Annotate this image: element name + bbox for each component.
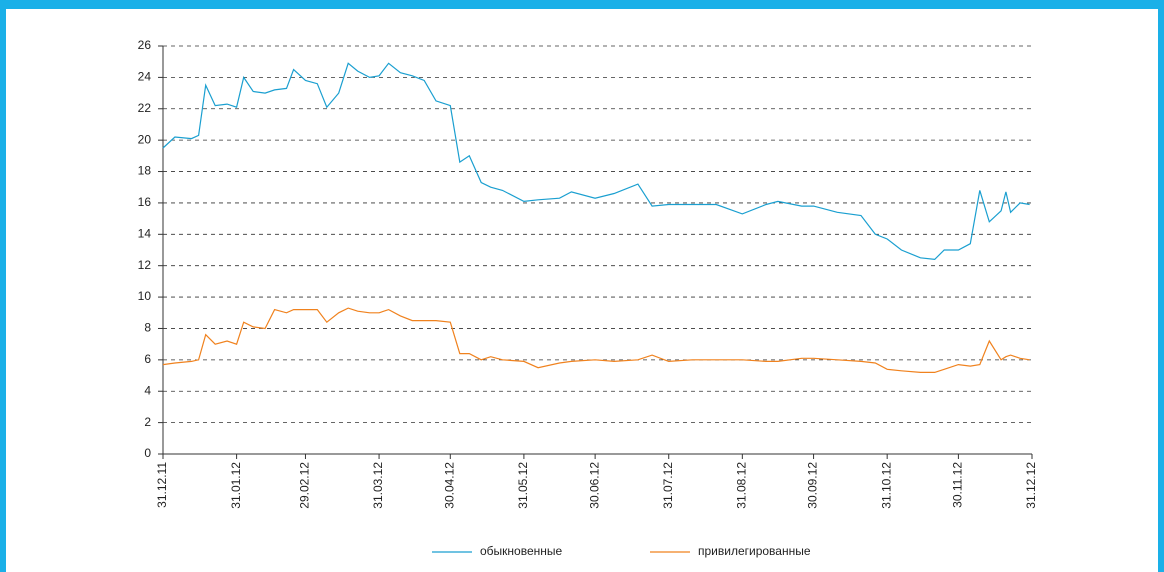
y-tick-label: 6	[144, 352, 151, 366]
background	[6, 9, 1158, 572]
y-tick-label: 8	[144, 321, 151, 335]
y-tick-label: 24	[138, 70, 152, 84]
y-tick-label: 22	[138, 101, 152, 115]
y-tick-label: 18	[138, 164, 152, 178]
legend-label: привилегированные	[698, 544, 811, 558]
x-tick-label: 30.11.12	[951, 462, 965, 508]
y-tick-label: 2	[144, 415, 151, 429]
y-tick-label: 26	[138, 38, 152, 52]
x-tick-label: 31.01.12	[229, 462, 243, 509]
y-tick-label: 16	[138, 195, 152, 209]
x-tick-label: 31.10.12	[879, 462, 893, 509]
x-tick-label: 30.09.12	[806, 462, 820, 509]
x-tick-label: 29.02.12	[298, 462, 312, 509]
x-tick-label: 31.05.12	[516, 462, 530, 509]
x-tick-label: 30.06.12	[587, 462, 601, 509]
y-tick-label: 10	[138, 289, 152, 303]
y-tick-label: 0	[144, 446, 151, 460]
x-tick-label: 31.12.11	[155, 462, 169, 508]
x-tick-label: 31.03.12	[371, 462, 385, 509]
series-line	[162, 62, 1030, 261]
y-tick-label: 20	[138, 132, 152, 146]
y-tick-label: 4	[144, 383, 151, 397]
x-tick-label: 30.04.12	[442, 462, 456, 509]
x-tick-label: 31.07.12	[661, 462, 675, 509]
y-tick-label: 12	[138, 258, 152, 272]
series-line	[162, 307, 1030, 373]
y-tick-label: 14	[138, 226, 152, 240]
legend-label: обыкновенные	[480, 544, 563, 558]
x-tick-label: 31.12.12	[1024, 462, 1038, 509]
x-tick-label: 31.08.12	[735, 462, 749, 509]
